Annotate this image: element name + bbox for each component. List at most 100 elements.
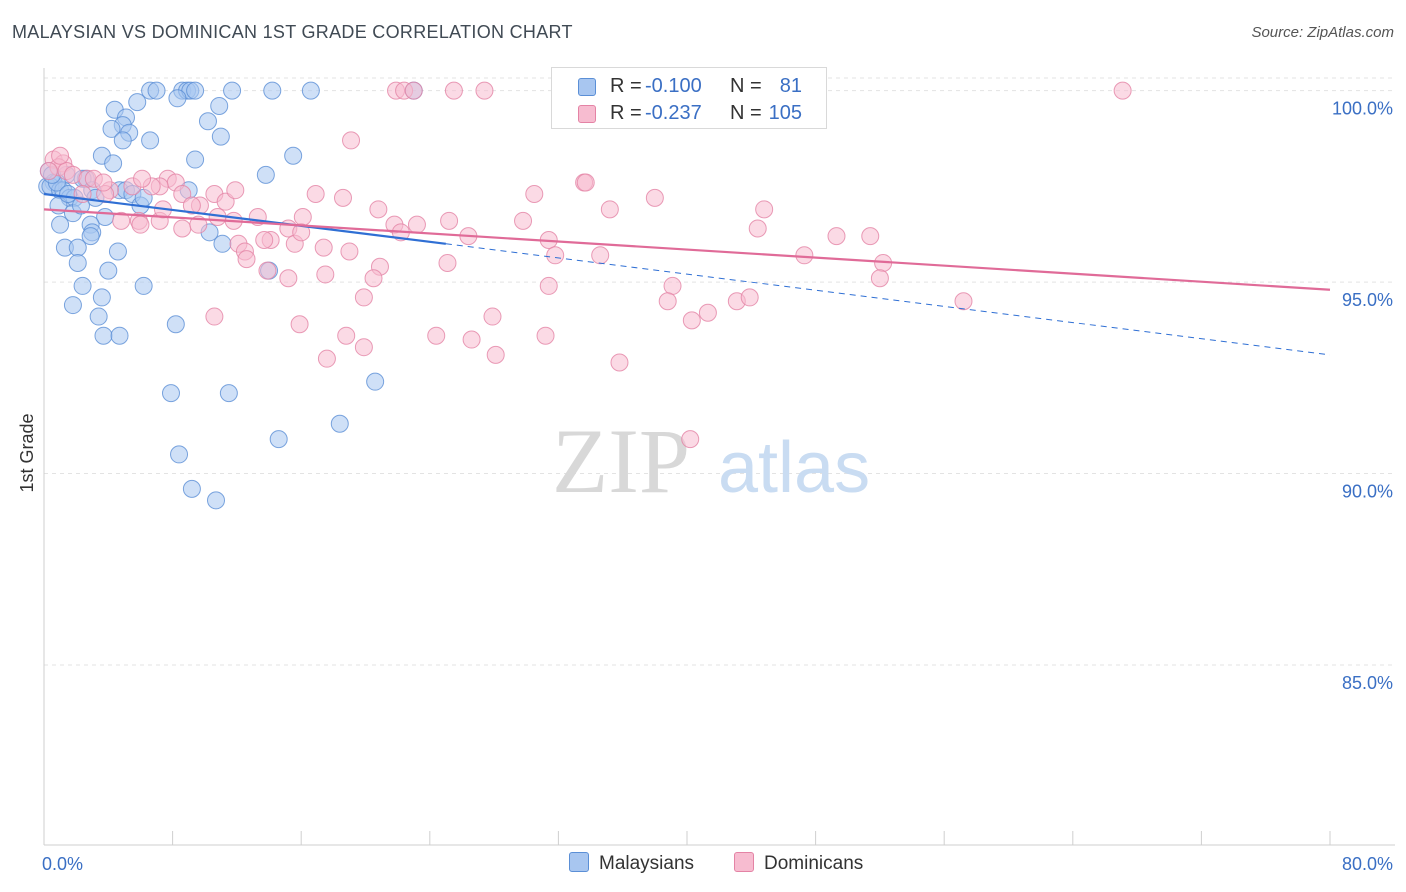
- dominican-point: [755, 200, 774, 219]
- malaysian-point: [330, 414, 349, 433]
- y-tick-label: 95.0%: [1342, 290, 1393, 310]
- x-tick-label: 0.0%: [42, 854, 83, 874]
- dominican-point: [525, 185, 544, 204]
- dominican-point: [861, 227, 880, 246]
- dominican-point: [438, 253, 457, 272]
- dominicans-points: [39, 81, 1132, 449]
- dominican-point: [610, 353, 629, 372]
- malaysian-point: [104, 154, 123, 173]
- dominican-point: [681, 430, 700, 449]
- dominican-point: [475, 81, 494, 100]
- gridlines: [44, 77, 1395, 666]
- dominican-point: [536, 326, 555, 345]
- dominican-point: [337, 326, 356, 345]
- malaysian-point: [219, 384, 238, 403]
- dominican-point: [427, 326, 446, 345]
- dominican-point: [698, 303, 717, 322]
- malaysian-point: [113, 131, 132, 150]
- dominican-point: [314, 238, 333, 257]
- n-label: N =: [730, 102, 762, 124]
- dominican-point: [444, 81, 463, 100]
- malaysian-point: [73, 276, 92, 295]
- malaysian-point: [108, 242, 127, 261]
- dominican-point: [189, 215, 208, 234]
- dominican-point: [279, 269, 298, 288]
- dominican-point: [954, 292, 973, 311]
- malaysians-legend-swatch: [569, 852, 589, 872]
- dominican-point: [317, 349, 336, 368]
- dominican-point: [39, 162, 58, 181]
- dominican-point: [340, 242, 359, 261]
- dominican-point: [94, 173, 113, 192]
- watermark-atlas: atlas: [718, 428, 870, 508]
- dominican-point: [182, 196, 201, 215]
- dominican-point: [591, 246, 610, 265]
- legend-item-malaysians[interactable]: Malaysians: [569, 852, 694, 875]
- r-label: R =: [610, 75, 642, 97]
- dominicans-legend-swatch: [734, 852, 754, 872]
- dominican-point: [576, 173, 595, 192]
- malaysian-point: [68, 253, 87, 272]
- legend-label: Dominicans: [764, 853, 864, 874]
- dominican-point: [51, 146, 70, 165]
- r-label: R =: [610, 102, 642, 124]
- dominicans-swatch: [578, 105, 596, 123]
- malaysians-swatch: [578, 78, 596, 96]
- malaysian-point: [186, 150, 205, 169]
- dominican-point: [682, 311, 701, 330]
- malaysian-point: [211, 127, 230, 146]
- dominican-point: [293, 208, 312, 226]
- malaysian-point: [284, 146, 303, 165]
- malaysian-point: [102, 119, 121, 138]
- dominican-point: [112, 211, 131, 230]
- dominican-point: [364, 269, 383, 288]
- malaysian-point: [110, 326, 129, 345]
- malaysian-point: [366, 372, 385, 391]
- malaysian-point: [168, 89, 187, 108]
- dominican-point: [173, 219, 192, 238]
- malaysian-point: [170, 445, 189, 464]
- dominican-point: [205, 307, 224, 326]
- malaysian-point: [256, 165, 275, 184]
- watermark: ZIP atlas: [552, 410, 870, 512]
- dominican-point: [483, 307, 502, 326]
- malaysian-point: [301, 81, 320, 100]
- legend-label: Malaysians: [599, 853, 695, 874]
- dominican-point: [462, 330, 481, 349]
- dominican-point: [290, 315, 309, 334]
- dominican-point: [795, 246, 814, 265]
- malaysian-point: [141, 131, 160, 150]
- n-value: 105: [768, 102, 802, 124]
- legend-item-dominicans[interactable]: Dominicans: [734, 852, 863, 875]
- dominican-point: [216, 192, 235, 211]
- dominican-point: [827, 227, 846, 246]
- malaysian-point: [92, 288, 111, 307]
- dominican-point: [354, 288, 373, 307]
- malaysian-point: [223, 81, 242, 100]
- malaysians-trend-line-extension: [445, 243, 1331, 356]
- chart-title: MALAYSIAN VS DOMINICAN 1ST GRADE CORRELA…: [12, 22, 573, 42]
- malaysian-point: [63, 296, 82, 315]
- dominican-point: [658, 292, 677, 311]
- dominican-point: [342, 131, 361, 150]
- malaysians-trend-line: [43, 192, 447, 245]
- malaysian-point: [81, 227, 100, 246]
- dominican-point: [514, 211, 533, 230]
- malaysian-point: [147, 81, 166, 100]
- dominicans-trend-line: [43, 208, 1331, 291]
- dominican-point: [600, 200, 619, 219]
- dominican-point: [226, 181, 245, 200]
- n-value: 81: [779, 75, 802, 97]
- dominican-point: [369, 200, 388, 219]
- r-value: -0.100: [645, 75, 702, 97]
- malaysian-point: [51, 215, 70, 234]
- dominican-point: [292, 223, 311, 242]
- n-label: N =: [730, 75, 762, 97]
- y-axis-label: 1st Grade: [17, 413, 37, 492]
- trend-lines: [43, 192, 1331, 356]
- dominican-point: [173, 185, 192, 204]
- source-label: Source: ZipAtlas.com: [1251, 24, 1394, 41]
- malaysian-point: [128, 93, 147, 112]
- stats-row-malaysians: R = -0.100 N = 81: [552, 75, 828, 101]
